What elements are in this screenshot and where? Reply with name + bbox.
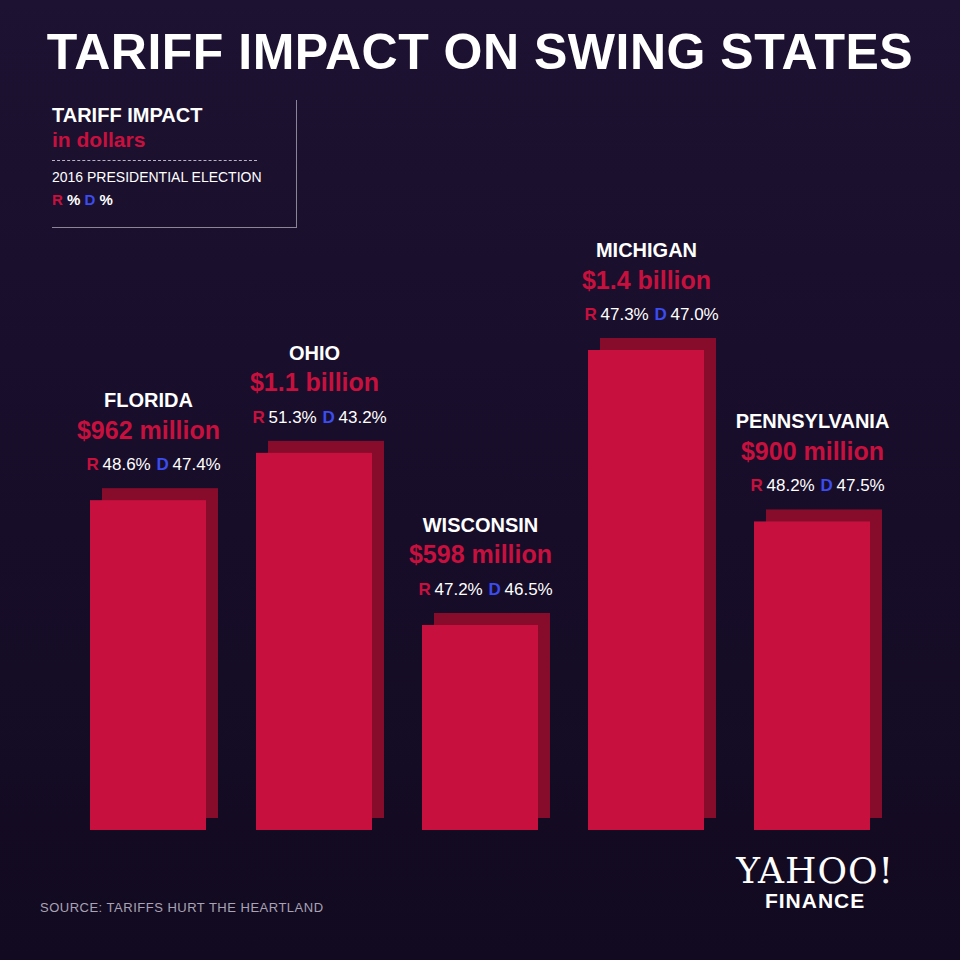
svg-text:43.2%: 43.2% [339,408,387,427]
svg-text:47.3%: 47.3% [601,305,649,324]
svg-text:$1.4 billion: $1.4 billion [582,266,711,294]
svg-text:OHIO: OHIO [289,342,340,364]
svg-text:R: R [419,580,431,599]
svg-text:47.4%: 47.4% [173,455,221,474]
svg-text:$1.1 billion: $1.1 billion [250,368,379,396]
svg-text:PENNSYLVANIA: PENNSYLVANIA [736,410,890,432]
svg-text:D: D [157,455,169,474]
html-text:YAHOO!: YAHOO! [736,850,894,891]
html-text:SOURCE: TARIFFS HURT THE HEART: SOURCE: TARIFFS HURT THE HEARTLAND [40,900,324,915]
html-text:TARIFF IMPACT: TARIFF IMPACT [52,104,203,126]
svg-text:R: R [751,476,763,495]
svg-text:D: D [655,305,667,324]
svg-text:D: D [489,580,501,599]
html-text:FINANCE: FINANCE [764,889,866,912]
svg-text:R: R [87,455,99,474]
svg-text:R: R [253,408,265,427]
svg-text:47.2%: 47.2% [435,580,483,599]
html-text:2016 PRESIDENTIAL ELECTION: 2016 PRESIDENTIAL ELECTION [52,169,262,185]
svg-text:D: D [821,476,833,495]
svg-text:R: R [585,305,597,324]
svg-text:$962 million: $962 million [77,416,220,444]
svg-text:D: D [323,408,335,427]
svg-text:51.3%: 51.3% [269,408,317,427]
html-text:TARIFF IMPACT ON SWING STATES: TARIFF IMPACT ON SWING STATES [46,24,914,80]
svg-text:WISCONSIN: WISCONSIN [423,514,539,536]
html-text:in dollars: in dollars [52,128,146,151]
svg-text:48.6%: 48.6% [103,455,151,474]
svg-text:47.0%: 47.0% [671,305,719,324]
svg-text:FLORIDA: FLORIDA [104,389,193,411]
svg-text:$598 million: $598 million [409,540,552,568]
svg-text:$900 million: $900 million [741,437,884,465]
svg-text:48.2%: 48.2% [767,476,815,495]
svg-text:46.5%: 46.5% [505,580,553,599]
svg-text:47.5%: 47.5% [837,476,885,495]
svg-text:MICHIGAN: MICHIGAN [596,239,697,261]
html-text:R % D %: R % D % [52,191,113,208]
